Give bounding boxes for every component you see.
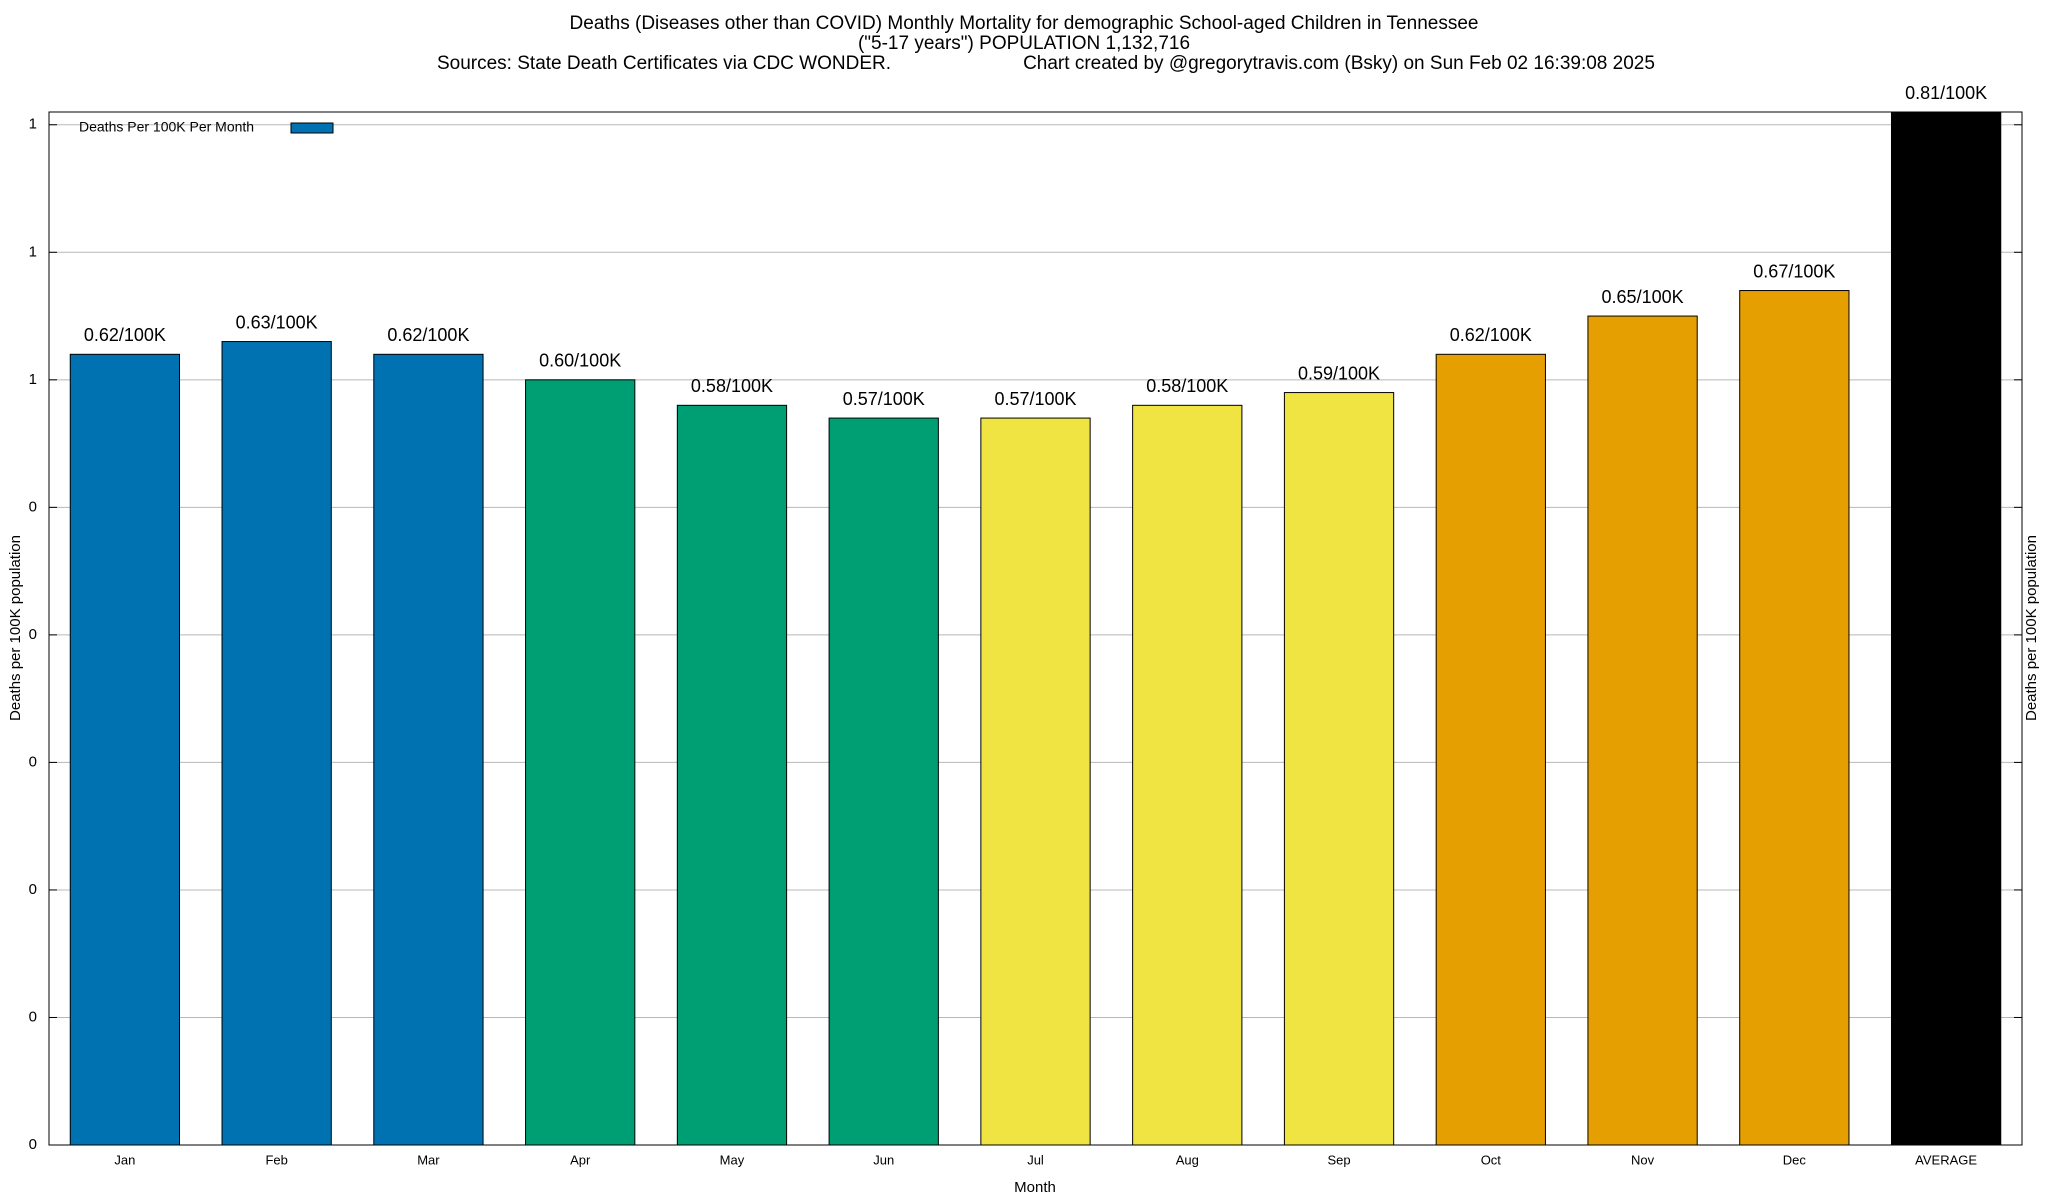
chart-title: Deaths (Diseases other than COVID) Month… bbox=[570, 13, 1479, 34]
y-tick-label: 1 bbox=[29, 243, 37, 260]
value-label: 0.58/100K bbox=[1146, 376, 1228, 396]
chart-credit: Chart created by @gregorytravis.com (Bsk… bbox=[1023, 53, 1655, 74]
bar bbox=[1587, 315, 1698, 1146]
y-tick-label: 0 bbox=[29, 498, 37, 515]
x-tick-label: Apr bbox=[570, 1152, 591, 1167]
bar bbox=[69, 353, 181, 1146]
x-tick-label: Oct bbox=[1481, 1152, 1502, 1167]
value-label: 0.63/100K bbox=[236, 312, 318, 332]
y-tick-label: 0 bbox=[29, 1136, 37, 1153]
value-label: 0.59/100K bbox=[1298, 363, 1380, 383]
y-axis-label: Deaths per 100K population bbox=[7, 535, 24, 721]
chart-sources: Sources: State Death Certificates via CD… bbox=[437, 53, 891, 74]
value-label: 0.62/100K bbox=[387, 325, 469, 345]
bar bbox=[525, 379, 636, 1146]
bar bbox=[373, 353, 484, 1146]
value-label: 0.57/100K bbox=[843, 389, 925, 409]
value-label: 0.67/100K bbox=[1753, 261, 1835, 281]
y-tick-label: 0 bbox=[29, 753, 37, 770]
x-tick-label: Mar bbox=[417, 1152, 440, 1167]
value-label: 0.81/100K bbox=[1905, 83, 1987, 103]
value-label: 0.57/100K bbox=[994, 389, 1076, 409]
chart-subtitle: ("5-17 years") POPULATION 1,132,716 bbox=[858, 33, 1190, 54]
bar bbox=[1890, 111, 2002, 1146]
y-tick-label: 0 bbox=[29, 881, 37, 898]
bar bbox=[221, 341, 332, 1146]
bar bbox=[1283, 392, 1395, 1146]
x-tick-label: Feb bbox=[265, 1152, 287, 1167]
bar bbox=[676, 404, 788, 1146]
value-label: 0.62/100K bbox=[84, 325, 166, 345]
value-label: 0.62/100K bbox=[1450, 325, 1532, 345]
y2-axis-label: Deaths per 100K population bbox=[2023, 535, 2040, 721]
legend-label: Deaths Per 100K Per Month bbox=[79, 119, 254, 135]
x-axis-label: Month bbox=[1014, 1179, 1056, 1196]
plot-frame bbox=[48, 111, 2023, 1146]
x-tick-label: Sep bbox=[1327, 1152, 1350, 1167]
y-tick-label: 0 bbox=[29, 626, 37, 643]
value-label: 0.58/100K bbox=[691, 376, 773, 396]
x-tick-label: Jul bbox=[1027, 1152, 1044, 1167]
bar bbox=[1739, 290, 1850, 1146]
legend-swatch bbox=[290, 122, 334, 134]
x-tick-label: Jan bbox=[114, 1152, 135, 1167]
y-tick-label: 0 bbox=[29, 1008, 37, 1025]
y-tick-label: 1 bbox=[29, 116, 37, 133]
value-label: 0.60/100K bbox=[539, 351, 621, 371]
bar bbox=[1132, 404, 1243, 1146]
x-tick-label: AVERAGE bbox=[1915, 1152, 1977, 1167]
x-tick-label: Jun bbox=[873, 1152, 894, 1167]
x-tick-label: May bbox=[720, 1152, 745, 1167]
x-tick-label: Aug bbox=[1176, 1152, 1199, 1167]
x-tick-label: Nov bbox=[1631, 1152, 1655, 1167]
x-tick-label: Dec bbox=[1783, 1152, 1807, 1167]
y-tick-label: 1 bbox=[29, 371, 37, 388]
bar bbox=[828, 417, 939, 1146]
bar bbox=[980, 417, 1091, 1146]
bar bbox=[1435, 353, 1546, 1146]
value-label: 0.65/100K bbox=[1602, 287, 1684, 307]
